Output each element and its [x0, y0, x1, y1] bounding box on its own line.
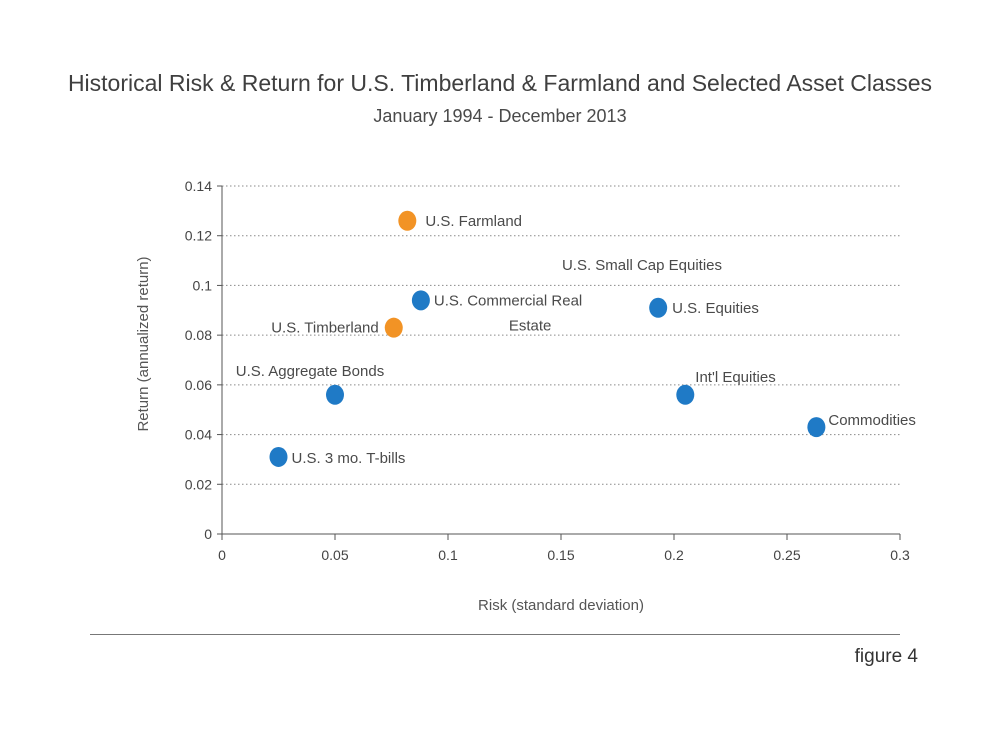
scatter-point [676, 384, 695, 405]
scatter-point [398, 210, 417, 231]
x-tick-label: 0.2 [664, 547, 684, 563]
y-tick-label: 0.1 [193, 277, 213, 293]
x-tick-label: 0.05 [321, 547, 348, 563]
y-tick-label: 0.04 [185, 427, 212, 443]
point-label: Commodities [828, 412, 916, 429]
x-tick-label: 0.3 [890, 547, 910, 563]
chart-subtitle: January 1994 - December 2013 [373, 106, 627, 126]
point-label: Int'l Equities [695, 369, 775, 386]
scatter-point [326, 384, 344, 405]
scatter-point [807, 417, 826, 438]
point-label: U.S. 3 mo. T-bills [292, 450, 406, 467]
chart-title: Historical Risk & Return for U.S. Timber… [67, 70, 933, 96]
point-label: U.S. Commercial Real Estate [434, 292, 582, 334]
scatter-point [411, 290, 430, 311]
point-label: U.S. Farmland [425, 213, 522, 230]
point-label: U.S. Timberland [271, 320, 379, 337]
y-tick-label: 0.12 [185, 228, 212, 244]
x-tick-label: 0.1 [438, 547, 458, 563]
y-tick-label: 0.06 [185, 377, 212, 393]
point-label: U.S. Equities [672, 300, 759, 317]
footer-divider [90, 634, 900, 635]
point-label: U.S. Small Cap Equities [562, 257, 722, 274]
scatter-point [269, 446, 288, 467]
scatter-point [384, 317, 403, 338]
y-tick-label: 0 [204, 526, 212, 542]
point-label: U.S. Aggregate Bonds [236, 363, 384, 380]
scatter-point [649, 297, 668, 318]
x-tick-label: 0 [218, 547, 226, 563]
x-axis-label: Risk (standard deviation) [478, 597, 644, 614]
x-tick-label: 0.25 [773, 547, 800, 563]
y-tick-label: 0.02 [185, 476, 212, 492]
y-axis-label: Return (annualized return) [135, 256, 152, 431]
x-tick-label: 0.15 [547, 547, 574, 563]
figure-label: figure 4 [854, 646, 918, 667]
y-tick-label: 0.08 [185, 327, 212, 343]
y-tick-label: 0.14 [185, 178, 212, 194]
